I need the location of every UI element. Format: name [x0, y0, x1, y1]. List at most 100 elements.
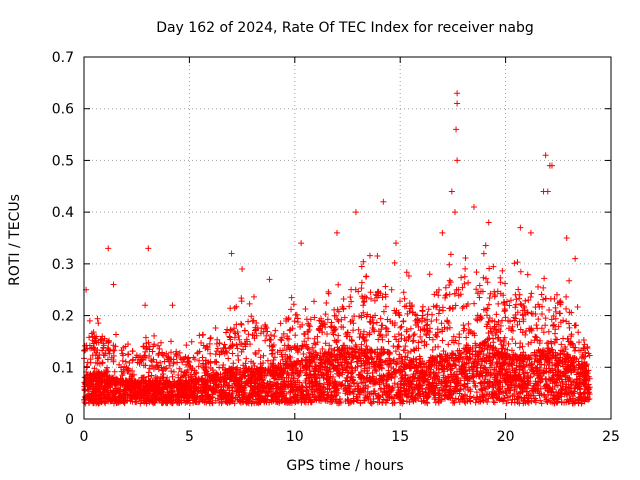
data-point: [489, 330, 496, 337]
data-point: [333, 381, 340, 388]
data-point: [334, 337, 341, 344]
data-point: [244, 368, 251, 375]
data-point: [327, 389, 334, 396]
data-point: [531, 358, 538, 365]
data-point: [403, 269, 410, 276]
data-point: [477, 312, 484, 319]
data-point: [479, 391, 486, 398]
data-point: [479, 355, 486, 362]
data-point: [143, 345, 150, 352]
data-point: [328, 345, 335, 352]
data-point: [91, 347, 98, 354]
data-point: [277, 320, 284, 327]
data-point: [446, 324, 453, 331]
data-point: [563, 293, 570, 300]
data-point: [407, 381, 414, 388]
data-point: [387, 318, 394, 325]
data-point: [279, 388, 286, 395]
data-point: [480, 250, 487, 257]
data-point: [196, 376, 203, 383]
data-point: [219, 391, 226, 398]
data-point: [511, 386, 518, 393]
data-point: [382, 291, 389, 298]
data-point: [410, 373, 417, 380]
data-point: [318, 357, 325, 364]
data-point: [374, 294, 381, 301]
data-point: [435, 310, 442, 317]
data-point: [312, 380, 319, 387]
data-point: [510, 314, 517, 321]
data-point: [206, 340, 213, 347]
data-point: [104, 394, 111, 401]
data-point: [341, 342, 348, 349]
data-point: [84, 345, 91, 352]
data-point: [484, 279, 491, 286]
data-point: [534, 364, 541, 371]
data-point: [462, 255, 469, 262]
data-point: [186, 400, 193, 407]
data-point: [460, 322, 467, 329]
data-point: [199, 354, 206, 361]
data-point: [319, 366, 326, 373]
data-point: [235, 392, 242, 399]
data-point: [417, 363, 424, 370]
data-point: [552, 370, 559, 377]
data-point: [286, 361, 293, 368]
data-point: [423, 393, 430, 400]
data-point: [376, 381, 383, 388]
data-point: [390, 395, 397, 402]
data-point: [283, 374, 290, 381]
data-point: [240, 369, 247, 376]
data-point: [316, 393, 323, 400]
data-point: [325, 356, 332, 363]
data-point: [188, 376, 195, 383]
data-point: [542, 295, 549, 302]
data-point: [435, 292, 442, 299]
data-point: [245, 331, 252, 338]
data-point: [146, 399, 153, 406]
data-point: [343, 363, 350, 370]
data-point: [575, 384, 582, 391]
data-point: [564, 396, 571, 403]
data-point: [447, 251, 454, 258]
data-point: [326, 348, 333, 355]
data-point: [266, 336, 273, 343]
data-point: [477, 316, 484, 323]
data-point: [450, 397, 457, 404]
data-point: [360, 328, 367, 335]
data-point: [216, 392, 223, 399]
data-point: [314, 333, 321, 340]
data-point: [249, 331, 256, 338]
data-point: [496, 386, 503, 393]
data-point: [270, 373, 277, 380]
data-point: [268, 343, 275, 350]
data-point: [406, 361, 413, 368]
data-point: [564, 351, 571, 358]
data-point: [379, 322, 386, 329]
data-point: [377, 331, 384, 338]
data-point: [97, 372, 104, 379]
data-point: [514, 321, 521, 328]
data-point: [445, 320, 452, 327]
data-point: [280, 330, 287, 337]
data-point: [279, 356, 286, 363]
data-point: [249, 318, 256, 325]
data-point: [388, 374, 395, 381]
data-point: [271, 354, 278, 361]
data-point: [227, 305, 234, 312]
data-point: [549, 322, 556, 329]
data-point: [500, 337, 507, 344]
data-point: [246, 395, 253, 402]
data-point: [190, 354, 197, 361]
data-point: [322, 340, 329, 347]
data-point: [477, 380, 484, 387]
data-point: [264, 357, 271, 364]
data-point: [490, 335, 497, 342]
data-point: [454, 347, 461, 354]
data-point: [445, 341, 452, 348]
data-point: [487, 372, 494, 379]
data-point: [343, 333, 350, 340]
data-point: [378, 375, 385, 382]
data-point: [431, 396, 438, 403]
data-point: [155, 366, 162, 373]
